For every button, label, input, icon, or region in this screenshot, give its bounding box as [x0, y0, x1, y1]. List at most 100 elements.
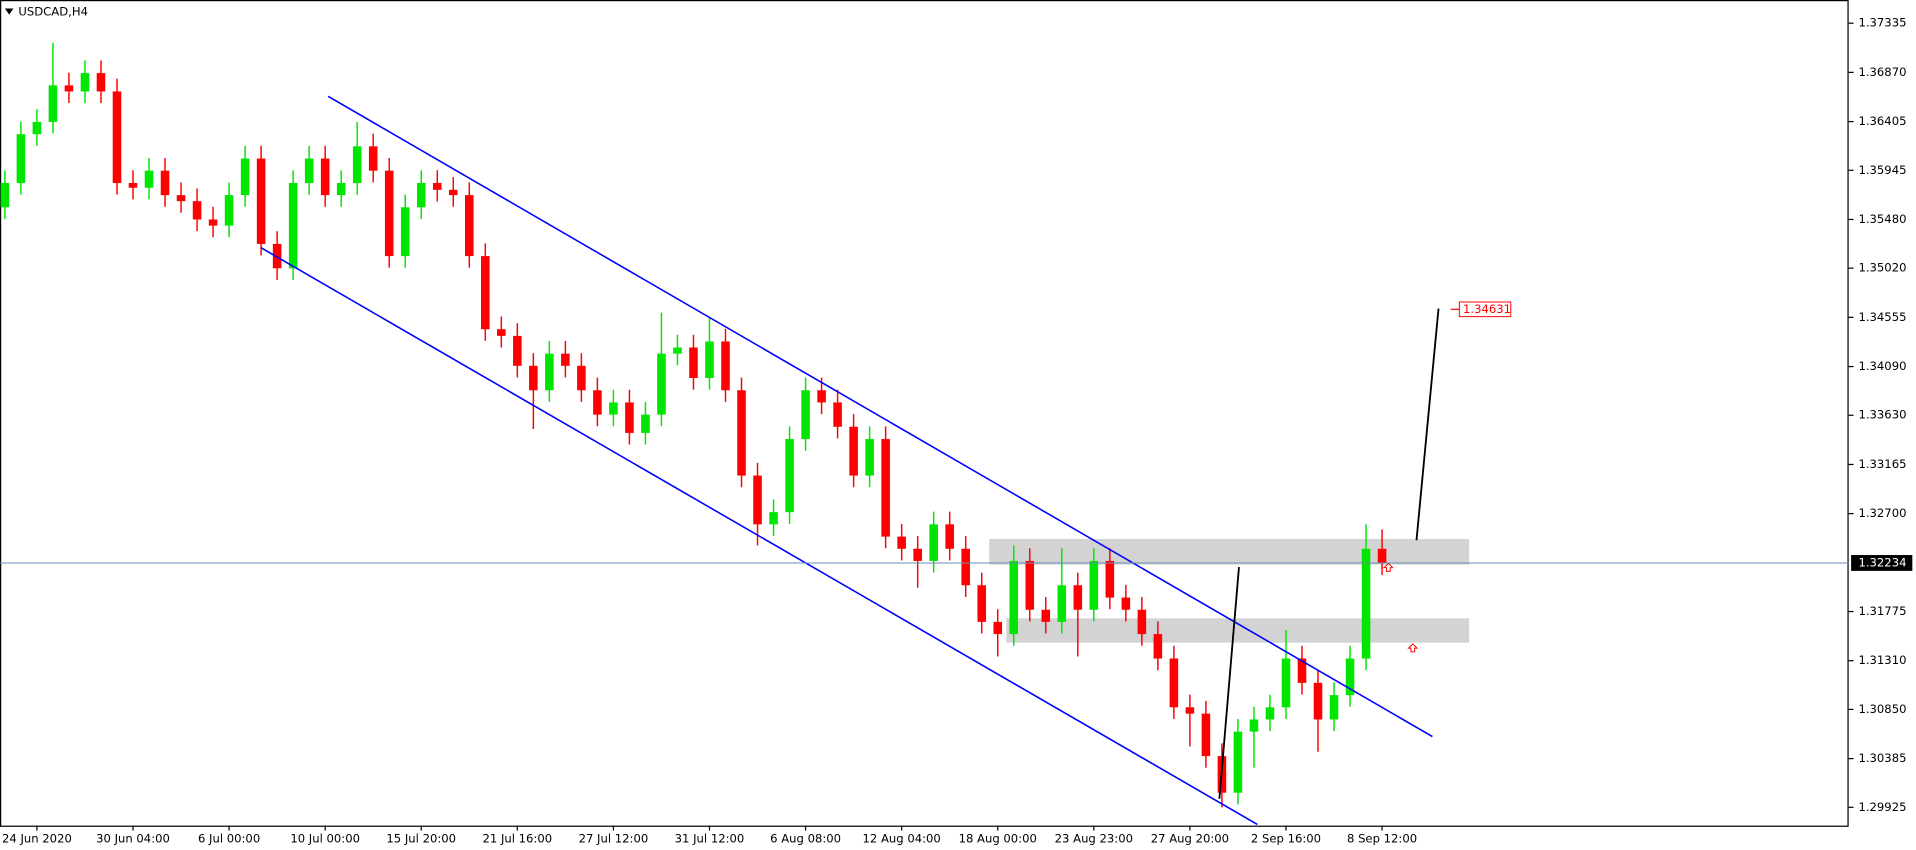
- y-tick-label: 1.29925: [1858, 800, 1906, 814]
- candle-body: [945, 524, 954, 549]
- x-tick-label: 10 Jul 00:00: [290, 832, 360, 846]
- candle-body: [593, 390, 602, 415]
- candle-body: [1089, 560, 1099, 610]
- support-zone: [1006, 618, 1470, 643]
- candle-body: [80, 73, 90, 92]
- y-tick-label: 1.30850: [1858, 702, 1906, 716]
- candle-body: [1025, 560, 1035, 610]
- candle-body: [721, 341, 730, 391]
- candle-body: [1057, 585, 1067, 622]
- drawings: [260, 95, 1440, 826]
- candle-body: [1105, 560, 1115, 598]
- candle-body: [1073, 585, 1083, 610]
- candle-body: [849, 426, 858, 476]
- y-tick-label: 1.35945: [1858, 163, 1906, 177]
- candle-body: [465, 195, 474, 257]
- candle-body: [1185, 707, 1195, 714]
- candle-body: [817, 390, 826, 403]
- candle-body: [1313, 682, 1323, 720]
- candle-body: [1361, 548, 1371, 659]
- candle-body: [1249, 719, 1259, 732]
- candle-body: [208, 219, 218, 226]
- candle-body: [753, 475, 762, 525]
- candle-body: [705, 341, 714, 378]
- candle-body: [384, 170, 394, 257]
- plot-area: [0, 0, 1849, 827]
- candles: [0, 42, 1387, 808]
- x-tick-label: 15 Jul 20:00: [386, 832, 456, 846]
- arrow-marker: [1407, 643, 1419, 653]
- candle-body: [929, 524, 938, 561]
- y-tick-label: 1.31310: [1858, 653, 1906, 667]
- candle-body: [1009, 560, 1019, 635]
- symbol-menu-icon[interactable]: [4, 8, 14, 15]
- candle-body: [400, 207, 410, 257]
- candle-body: [368, 146, 378, 171]
- candle-body: [432, 182, 442, 190]
- candle-body: [1201, 713, 1211, 757]
- candle-body: [272, 243, 282, 269]
- x-tick-label: 31 Jul 12:00: [675, 832, 745, 846]
- x-tick-label: 23 Aug 23:00: [1055, 832, 1133, 846]
- candle-body: [993, 621, 1003, 635]
- candle-body: [1121, 597, 1131, 610]
- y-tick-label: 1.35020: [1858, 261, 1906, 275]
- candle-body: [1297, 658, 1307, 683]
- candle-body: [176, 195, 186, 202]
- candle-body: [769, 512, 778, 525]
- projection-line: [1218, 566, 1240, 799]
- y-tick-label: 1.30385: [1858, 751, 1906, 765]
- candle-body: [32, 121, 42, 135]
- x-tick-label: 24 Jun 2020: [2, 832, 72, 846]
- candle-body: [160, 170, 170, 196]
- candle-body: [625, 402, 634, 433]
- current-price-box: [1851, 555, 1913, 571]
- y-tick-label: 1.37335: [1858, 16, 1906, 30]
- candle-body: [0, 182, 10, 208]
- candle-body: [865, 439, 874, 476]
- candle-body: [256, 158, 266, 244]
- candle-body: [897, 536, 906, 549]
- y-tick-label: 1.34090: [1858, 359, 1906, 373]
- zones: [989, 539, 1470, 643]
- candle-body: [689, 347, 698, 378]
- x-tick-label: 21 Jul 16:00: [482, 832, 552, 846]
- candle-body: [144, 170, 154, 188]
- y-tick-label: 1.32700: [1858, 506, 1906, 520]
- candle-body: [240, 158, 250, 196]
- candle-body: [1265, 707, 1275, 720]
- candle-body: [1137, 609, 1147, 635]
- candle-body: [336, 182, 346, 196]
- candle-body: [192, 201, 202, 220]
- candle-body: [673, 347, 682, 354]
- x-tick-label: 6 Jul 00:00: [198, 832, 260, 846]
- candle-body: [304, 158, 314, 183]
- candle-body: [881, 439, 890, 537]
- x-tick-label: 12 Aug 04:00: [862, 832, 940, 846]
- x-tick-label: 2 Sep 16:00: [1251, 832, 1321, 846]
- candle-body: [1377, 548, 1387, 564]
- candle-body: [497, 329, 506, 336]
- candle-body: [112, 91, 122, 183]
- chart-title: USDCAD,H4: [18, 5, 88, 19]
- candle-body: [1041, 609, 1051, 622]
- candle-body: [288, 182, 298, 269]
- y-tick-label: 1.31775: [1858, 604, 1906, 618]
- candle-body: [1169, 658, 1179, 708]
- projection-line: [1415, 308, 1440, 541]
- candle-body: [320, 158, 330, 196]
- candle-body: [481, 256, 490, 330]
- candle-body: [577, 365, 586, 391]
- y-tick-label: 1.35480: [1858, 212, 1906, 226]
- x-tick-label: 8 Sep 12:00: [1347, 832, 1417, 846]
- candle-body: [737, 390, 746, 476]
- candle-body: [977, 585, 987, 622]
- y-tick-label: 1.33165: [1858, 457, 1906, 471]
- candle-body: [801, 390, 810, 440]
- candle-body: [913, 548, 922, 561]
- candle-body: [416, 182, 426, 208]
- candle-body: [961, 548, 970, 586]
- candle-body: [545, 353, 554, 391]
- x-tick-label: 6 Aug 08:00: [770, 832, 841, 846]
